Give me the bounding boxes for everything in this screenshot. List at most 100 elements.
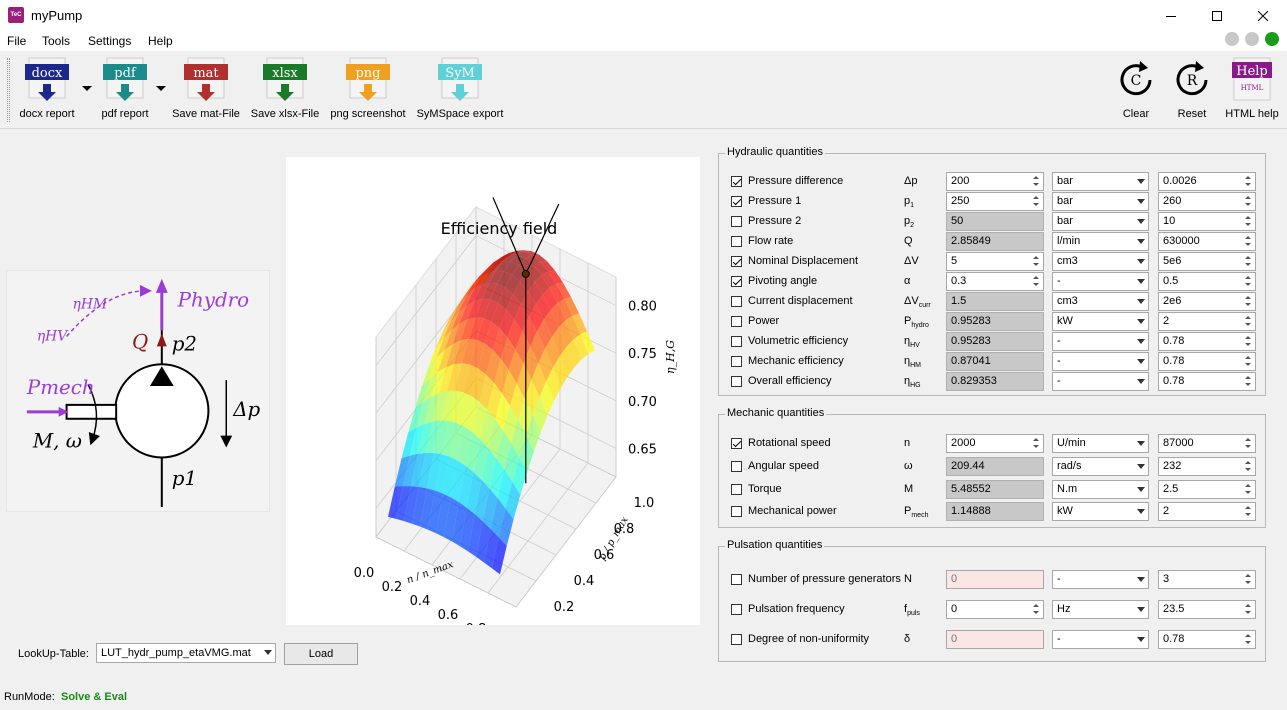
quantity-checkbox[interactable]	[731, 604, 742, 615]
quantity-checkbox[interactable]	[731, 176, 742, 187]
quantity-unit-select[interactable]: -	[1052, 332, 1149, 351]
save-mat-button[interactable]: mat Save mat-File	[172, 56, 240, 124]
quantity-checkbox[interactable]	[731, 461, 742, 472]
menu-tools[interactable]: Tools	[42, 34, 71, 48]
quantity-value-input[interactable]: 2.85849	[946, 232, 1044, 251]
quantity-max-input[interactable]: 0.5	[1158, 272, 1256, 291]
quantity-checkbox[interactable]	[731, 506, 742, 517]
quantity-max-input[interactable]: 5e6	[1158, 252, 1256, 271]
quantity-checkbox[interactable]	[731, 236, 742, 247]
spinner-icon[interactable]	[1242, 459, 1254, 474]
quantity-unit-select[interactable]: rad/s	[1052, 457, 1149, 476]
quantity-checkbox[interactable]	[731, 356, 742, 367]
quantity-unit-select[interactable]: -	[1052, 352, 1149, 371]
quantity-max-input[interactable]: 260	[1158, 192, 1256, 211]
spinner-icon[interactable]	[1030, 602, 1042, 617]
spinner-icon[interactable]	[1242, 314, 1254, 329]
spinner-icon[interactable]	[1242, 572, 1254, 587]
spinner-icon[interactable]	[1242, 602, 1254, 617]
quantity-max-input[interactable]: 2	[1158, 502, 1256, 521]
pdf-dropdown-arrow-icon[interactable]	[156, 84, 166, 94]
quantity-value-input[interactable]: 50	[946, 212, 1044, 231]
menu-help[interactable]: Help	[148, 34, 173, 48]
quantity-checkbox[interactable]	[731, 574, 742, 585]
quantity-max-input[interactable]: 10	[1158, 212, 1256, 231]
load-button[interactable]: Load	[284, 643, 358, 665]
quantity-max-input[interactable]: 630000	[1158, 232, 1256, 251]
spinner-icon[interactable]	[1242, 482, 1254, 497]
quantity-unit-select[interactable]: bar	[1052, 212, 1149, 231]
quantity-max-input[interactable]: 0.78	[1158, 630, 1256, 649]
spinner-icon[interactable]	[1242, 274, 1254, 289]
spinner-icon[interactable]	[1242, 334, 1254, 349]
quantity-unit-select[interactable]: -	[1052, 570, 1149, 589]
menu-file[interactable]: File	[7, 34, 27, 48]
quantity-unit-select[interactable]: -	[1052, 272, 1149, 291]
quantity-max-input[interactable]: 23.5	[1158, 600, 1256, 619]
quantity-value-input[interactable]: 1.5	[946, 292, 1044, 311]
html-help-button[interactable]: Help HTML HTML help	[1222, 56, 1282, 124]
quantity-checkbox[interactable]	[731, 316, 742, 327]
quantity-value-input[interactable]: 0	[946, 570, 1044, 589]
quantity-checkbox[interactable]	[731, 216, 742, 227]
quantity-unit-select[interactable]: bar	[1052, 192, 1149, 211]
spinner-icon[interactable]	[1242, 374, 1254, 389]
quantity-max-input[interactable]: 2e6	[1158, 292, 1256, 311]
png-screenshot-button[interactable]: png png screenshot	[328, 56, 408, 124]
spinner-icon[interactable]	[1030, 174, 1042, 189]
minimize-button[interactable]	[1148, 0, 1194, 31]
docx-report-button[interactable]: docx docx report	[14, 56, 80, 124]
quantity-checkbox[interactable]	[731, 276, 742, 287]
spinner-icon[interactable]	[1242, 436, 1254, 451]
spinner-icon[interactable]	[1242, 174, 1254, 189]
spinner-icon[interactable]	[1242, 254, 1254, 269]
spinner-icon[interactable]	[1242, 214, 1254, 229]
quantity-max-input[interactable]: 87000	[1158, 434, 1256, 453]
quantity-value-input[interactable]: 200	[946, 172, 1044, 191]
spinner-icon[interactable]	[1030, 194, 1042, 209]
quantity-checkbox[interactable]	[731, 376, 742, 387]
quantity-value-input[interactable]: 0.87041	[946, 352, 1044, 371]
toolbar-grip[interactable]	[7, 58, 10, 122]
quantity-checkbox[interactable]	[731, 196, 742, 207]
quantity-value-input[interactable]: 0.3	[946, 272, 1044, 291]
menu-settings[interactable]: Settings	[88, 34, 132, 48]
quantity-value-input[interactable]: 0	[946, 630, 1044, 649]
spinner-icon[interactable]	[1030, 274, 1042, 289]
quantity-unit-select[interactable]: N.m	[1052, 480, 1149, 499]
spinner-icon[interactable]	[1242, 194, 1254, 209]
quantity-value-input[interactable]: 0.95283	[946, 332, 1044, 351]
quantity-unit-select[interactable]: U/min	[1052, 434, 1149, 453]
quantity-max-input[interactable]: 0.78	[1158, 352, 1256, 371]
symspace-export-button[interactable]: SyM SyMSpace export	[414, 56, 506, 124]
quantity-max-input[interactable]: 0.0026	[1158, 172, 1256, 191]
spinner-icon[interactable]	[1030, 254, 1042, 269]
quantity-unit-select[interactable]: cm3	[1052, 252, 1149, 271]
quantity-max-input[interactable]: 232	[1158, 457, 1256, 476]
quantity-value-input[interactable]: 5	[946, 252, 1044, 271]
clear-button[interactable]: C Clear	[1112, 56, 1160, 124]
save-xlsx-button[interactable]: xlsx Save xlsx-File	[250, 56, 320, 124]
quantity-checkbox[interactable]	[731, 296, 742, 307]
quantity-max-input[interactable]: 3	[1158, 570, 1256, 589]
quantity-value-input[interactable]: 0.829353	[946, 372, 1044, 391]
quantity-unit-select[interactable]: Hz	[1052, 600, 1149, 619]
quantity-value-input[interactable]: 0.95283	[946, 312, 1044, 331]
spinner-icon[interactable]	[1242, 504, 1254, 519]
quantity-unit-select[interactable]: kW	[1052, 312, 1149, 331]
quantity-max-input[interactable]: 2.5	[1158, 480, 1256, 499]
quantity-max-input[interactable]: 0.78	[1158, 372, 1256, 391]
quantity-value-input[interactable]: 250	[946, 192, 1044, 211]
quantity-checkbox[interactable]	[731, 438, 742, 449]
quantity-value-input[interactable]: 5.48552	[946, 480, 1044, 499]
quantity-unit-select[interactable]: -	[1052, 372, 1149, 391]
quantity-checkbox[interactable]	[731, 484, 742, 495]
lookup-table-select[interactable]: LUT_hydr_pump_etaVMG.mat	[96, 643, 276, 663]
quantity-unit-select[interactable]: cm3	[1052, 292, 1149, 311]
pdf-report-button[interactable]: pdf pdf report	[94, 56, 156, 124]
spinner-icon[interactable]	[1242, 632, 1254, 647]
quantity-checkbox[interactable]	[731, 336, 742, 347]
quantity-unit-select[interactable]: bar	[1052, 172, 1149, 191]
spinner-icon[interactable]	[1030, 436, 1042, 451]
spinner-icon[interactable]	[1242, 354, 1254, 369]
